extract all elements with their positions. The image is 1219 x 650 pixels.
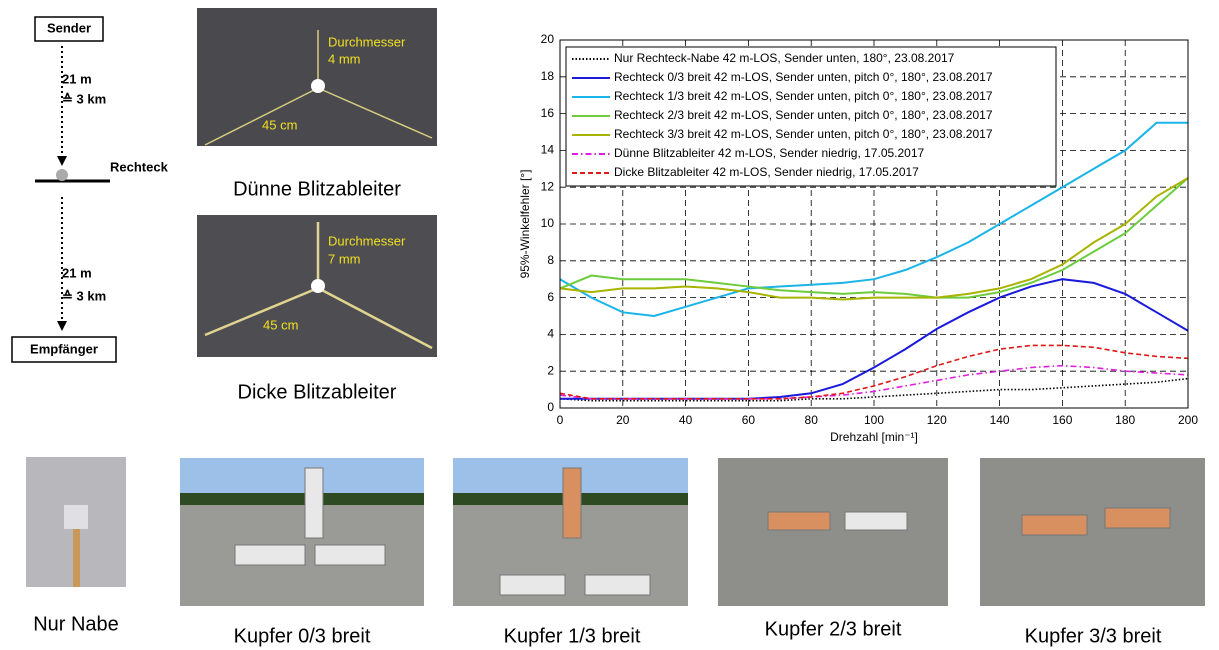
y-tick-label: 4 (547, 327, 554, 341)
x-tick-label: 40 (679, 413, 693, 427)
photo (718, 458, 948, 606)
blade (500, 575, 565, 595)
photo-caption: Dicke Blitzableiter (238, 381, 397, 403)
blade (585, 575, 650, 595)
distance: 21 m (62, 71, 92, 86)
photo-caption: Nur Nabe (33, 613, 119, 635)
x-tick-label: 20 (616, 413, 630, 427)
distance-equiv: ≙ 3 km (62, 288, 106, 303)
photo-annotation: 4 mm (328, 51, 361, 66)
sender-label: Sender (47, 20, 91, 35)
photo-annotation: Durchmesser (328, 233, 406, 248)
legend-label: Rechteck 2/3 breit 42 m-LOS, Sender unte… (614, 108, 993, 122)
y-tick-label: 10 (541, 216, 555, 230)
legend-label: Nur Rechteck-Nabe 42 m-LOS, Sender unten… (614, 51, 955, 65)
photo-pole (73, 520, 80, 587)
photo-caption: Dünne Blitzableiter (233, 178, 401, 200)
photo-caption: Kupfer 1/3 breit (504, 625, 641, 647)
legend-label: Rechteck 1/3 breit 42 m-LOS, Sender unte… (614, 89, 993, 103)
x-tick-label: 120 (927, 413, 947, 427)
x-tick-label: 80 (805, 413, 819, 427)
x-tick-label: 160 (1052, 413, 1072, 427)
y-tick-label: 2 (547, 363, 554, 377)
x-tick-label: 200 (1178, 413, 1198, 427)
photo-hub (311, 279, 325, 293)
photo-caption: Kupfer 0/3 breit (234, 625, 371, 647)
photo-trees (180, 493, 424, 505)
y-tick-label: 6 (547, 290, 554, 304)
y-tick-label: 16 (541, 106, 555, 120)
legend-label: Rechteck 0/3 breit 42 m-LOS, Sender unte… (614, 70, 993, 84)
photo-annotation: Durchmesser (328, 34, 406, 49)
photo-caption: Kupfer 3/3 breit (1025, 625, 1162, 647)
legend-label: Dicke Blitzableiter 42 m-LOS, Sender nie… (614, 165, 919, 179)
blade (315, 545, 385, 565)
y-tick-label: 18 (541, 69, 555, 83)
figure: Sender 21 m ≙ 3 km Rechteck 21 m ≙ 3 km … (0, 0, 1219, 650)
target-hub (56, 169, 68, 181)
y-tick-label: 0 (547, 400, 554, 414)
photo-annotation: 45 cm (263, 317, 298, 332)
blade (305, 468, 323, 538)
blade (845, 512, 907, 530)
x-tick-label: 180 (1115, 413, 1135, 427)
receiver-label: Empfänger (30, 341, 98, 356)
blade (1022, 515, 1087, 535)
x-tick-label: 100 (864, 413, 884, 427)
x-tick-label: 140 (990, 413, 1010, 427)
x-tick-label: 60 (742, 413, 756, 427)
photo-annotation: 45 cm (262, 117, 297, 132)
y-axis-label: 95%-Winkelfehler [°] (518, 170, 532, 279)
photo-sky (180, 458, 424, 493)
y-tick-label: 14 (541, 143, 555, 157)
photo-annotation: 7 mm (328, 251, 361, 266)
photo-caption: Kupfer 2/3 breit (765, 618, 902, 640)
legend-label: Dünne Blitzableiter 42 m-LOS, Sender nie… (614, 146, 925, 160)
arrowhead (57, 156, 67, 166)
blade (768, 512, 830, 530)
y-tick-label: 12 (541, 179, 555, 193)
x-tick-label: 0 (557, 413, 564, 427)
blade (563, 468, 581, 538)
distance-equiv: ≙ 3 km (62, 91, 106, 106)
y-tick-label: 8 (547, 253, 554, 267)
target-label: Rechteck (110, 159, 169, 174)
photo-hub (64, 505, 88, 529)
y-tick-label: 20 (541, 32, 555, 46)
distance: 21 m (62, 265, 92, 280)
x-axis-label: Drehzahl [min⁻¹] (830, 430, 918, 444)
arrowhead (57, 321, 67, 331)
legend-label: Rechteck 3/3 breit 42 m-LOS, Sender unte… (614, 127, 993, 141)
photo (980, 458, 1205, 606)
blade (1105, 508, 1170, 528)
photo (197, 8, 437, 146)
photo-hub (311, 79, 325, 93)
blade (235, 545, 305, 565)
